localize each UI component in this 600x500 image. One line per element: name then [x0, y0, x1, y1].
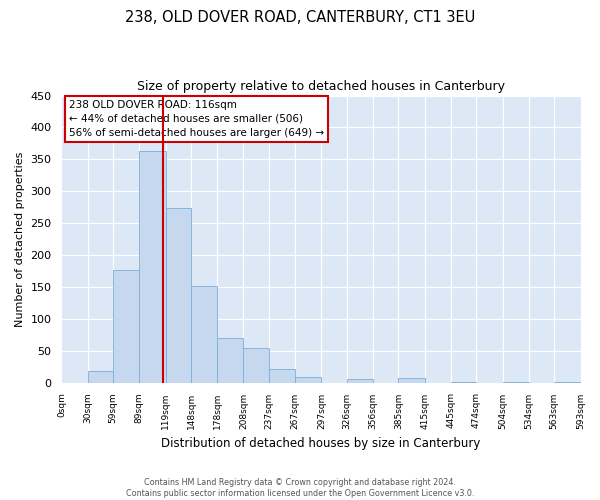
Bar	[113, 270, 139, 382]
Title: Size of property relative to detached houses in Canterbury: Size of property relative to detached ho…	[137, 80, 505, 93]
Bar	[217, 338, 244, 382]
Bar	[139, 151, 166, 382]
Text: 238, OLD DOVER ROAD, CANTERBURY, CT1 3EU: 238, OLD DOVER ROAD, CANTERBURY, CT1 3EU	[125, 10, 475, 25]
Bar	[88, 371, 113, 382]
Bar	[244, 348, 269, 382]
Bar	[191, 286, 217, 382]
Text: Contains HM Land Registry data © Crown copyright and database right 2024.
Contai: Contains HM Land Registry data © Crown c…	[126, 478, 474, 498]
Bar	[295, 378, 322, 382]
Y-axis label: Number of detached properties: Number of detached properties	[15, 152, 25, 327]
Bar	[269, 368, 295, 382]
X-axis label: Distribution of detached houses by size in Canterbury: Distribution of detached houses by size …	[161, 437, 481, 450]
Bar	[347, 378, 373, 382]
Bar	[398, 378, 425, 382]
Bar	[166, 208, 191, 382]
Text: 238 OLD DOVER ROAD: 116sqm
← 44% of detached houses are smaller (506)
56% of sem: 238 OLD DOVER ROAD: 116sqm ← 44% of deta…	[69, 100, 325, 138]
